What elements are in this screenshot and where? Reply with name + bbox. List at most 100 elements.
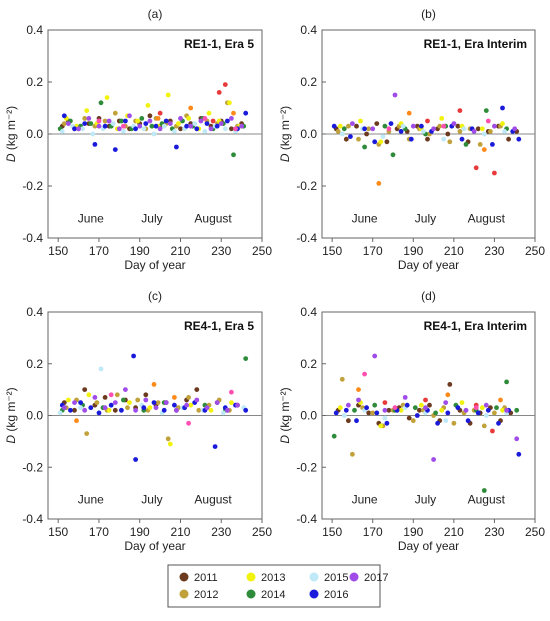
data-point-other bbox=[490, 428, 495, 434]
y-axis-title: D (kg m⁻²) bbox=[4, 387, 18, 443]
data-point-2014 bbox=[243, 356, 249, 361]
data-point-other bbox=[216, 90, 222, 95]
data-point-2012 bbox=[410, 418, 416, 424]
data-point-2015 bbox=[172, 129, 177, 134]
y-axis-unit: (kg m⁻²) bbox=[4, 106, 18, 154]
data-point-2015 bbox=[400, 123, 406, 129]
data-point-2017 bbox=[512, 126, 518, 132]
data-point-2015 bbox=[192, 121, 198, 126]
data-point-2016 bbox=[194, 126, 200, 132]
data-point-2017 bbox=[137, 123, 143, 129]
data-point-2015 bbox=[161, 123, 167, 129]
legend-marker-2011 bbox=[179, 572, 189, 582]
data-point-2015 bbox=[443, 418, 449, 424]
data-point-2017 bbox=[225, 407, 230, 413]
data-point-2012 bbox=[447, 139, 453, 145]
data-point-2017 bbox=[198, 118, 204, 124]
data-point-2015 bbox=[341, 413, 347, 418]
data-point-2015 bbox=[98, 366, 104, 372]
data-point-2013 bbox=[500, 121, 505, 126]
data-point-2011 bbox=[374, 121, 380, 126]
data-point-2014 bbox=[119, 118, 124, 124]
data-point-2016 bbox=[174, 144, 179, 150]
data-point-2011 bbox=[384, 139, 390, 145]
data-point-2013 bbox=[86, 392, 92, 398]
data-point-2016 bbox=[78, 400, 83, 405]
data-point-2017 bbox=[61, 405, 67, 411]
y-tick-label: 0.2 bbox=[26, 357, 43, 371]
x-tick-label: 150 bbox=[48, 525, 68, 539]
data-point-2017 bbox=[483, 402, 489, 408]
data-point-2016 bbox=[108, 402, 114, 408]
data-point-2016 bbox=[343, 407, 349, 413]
data-point-other bbox=[425, 118, 430, 124]
x-tick-label: 170 bbox=[89, 525, 109, 539]
x-tick-label: 250 bbox=[252, 525, 272, 539]
data-point-2013 bbox=[337, 123, 343, 129]
data-point-2016 bbox=[133, 126, 139, 132]
data-point-2015 bbox=[110, 121, 116, 126]
data-point-2016 bbox=[163, 118, 169, 124]
data-point-2011 bbox=[72, 407, 77, 413]
x-tick-label: 250 bbox=[252, 244, 272, 258]
y-axis-variable: D bbox=[278, 435, 292, 444]
x-tick-label: 250 bbox=[525, 525, 545, 539]
data-point-2013 bbox=[206, 110, 212, 116]
data-point-2017 bbox=[492, 123, 497, 129]
data-point-2016 bbox=[496, 420, 501, 426]
data-point-other bbox=[151, 382, 157, 387]
data-point-2016 bbox=[333, 410, 339, 416]
month-label: July bbox=[141, 211, 162, 225]
data-point-2013 bbox=[145, 103, 151, 108]
y-tick-label: 0.4 bbox=[26, 23, 43, 37]
y-axis-unit: (kg m⁻²) bbox=[278, 387, 292, 435]
data-point-2016 bbox=[133, 457, 139, 462]
data-point-2017 bbox=[443, 400, 449, 405]
panel-d: -0.4 -0.2 0.0 0.2 0.4 150 170 190 210 230 250 Day o… bbox=[278, 289, 545, 553]
y-tick-label: -0.4 bbox=[22, 512, 43, 526]
data-point-2017 bbox=[471, 129, 477, 134]
data-point-2012 bbox=[481, 423, 487, 429]
data-point-2013 bbox=[398, 407, 404, 413]
data-point-2017 bbox=[123, 387, 128, 392]
data-point-other3 bbox=[121, 123, 126, 129]
data-point-2015 bbox=[380, 134, 386, 140]
panel-b: -0.4 -0.2 0.0 0.2 0.4 150 170 190 210 230 250 Day o… bbox=[278, 7, 545, 272]
data-point-2017 bbox=[356, 397, 361, 403]
data-point-2017 bbox=[82, 407, 88, 413]
data-point-2017 bbox=[431, 126, 436, 132]
data-point-2011 bbox=[82, 387, 88, 392]
data-point-2017 bbox=[372, 353, 378, 359]
data-point-2012 bbox=[61, 121, 67, 126]
data-point-2012 bbox=[94, 400, 100, 405]
data-point-2017 bbox=[174, 407, 179, 413]
data-point-2014 bbox=[390, 152, 396, 158]
data-point-2014 bbox=[352, 407, 357, 413]
data-point-other2 bbox=[376, 181, 382, 186]
data-point-2011 bbox=[406, 415, 412, 421]
data-point-2012 bbox=[437, 123, 443, 129]
month-label: July bbox=[415, 492, 436, 506]
data-point-2013 bbox=[419, 402, 424, 408]
data-point-2015 bbox=[339, 131, 345, 137]
data-point-2012 bbox=[102, 118, 108, 124]
month-label: August bbox=[468, 211, 506, 225]
data-point-2016 bbox=[435, 420, 440, 426]
data-point-2016 bbox=[72, 126, 77, 132]
data-point-2017 bbox=[423, 405, 428, 411]
x-tick-label: 250 bbox=[525, 244, 545, 258]
data-point-2013 bbox=[127, 400, 132, 405]
data-point-2016 bbox=[414, 413, 420, 418]
data-point-other bbox=[423, 397, 428, 403]
data-point-2014 bbox=[514, 407, 520, 413]
data-point-2013 bbox=[378, 423, 384, 429]
data-point-2015 bbox=[151, 131, 157, 137]
data-point-2012 bbox=[155, 400, 161, 405]
x-tick-label: 230 bbox=[211, 244, 231, 258]
x-axis-title: Day of year bbox=[124, 539, 185, 553]
data-point-2016 bbox=[362, 126, 367, 132]
x-tick-label: 170 bbox=[363, 525, 383, 539]
data-point-2014 bbox=[139, 116, 145, 121]
data-point-2016 bbox=[68, 407, 73, 413]
y-tick-label: -0.2 bbox=[296, 460, 317, 474]
